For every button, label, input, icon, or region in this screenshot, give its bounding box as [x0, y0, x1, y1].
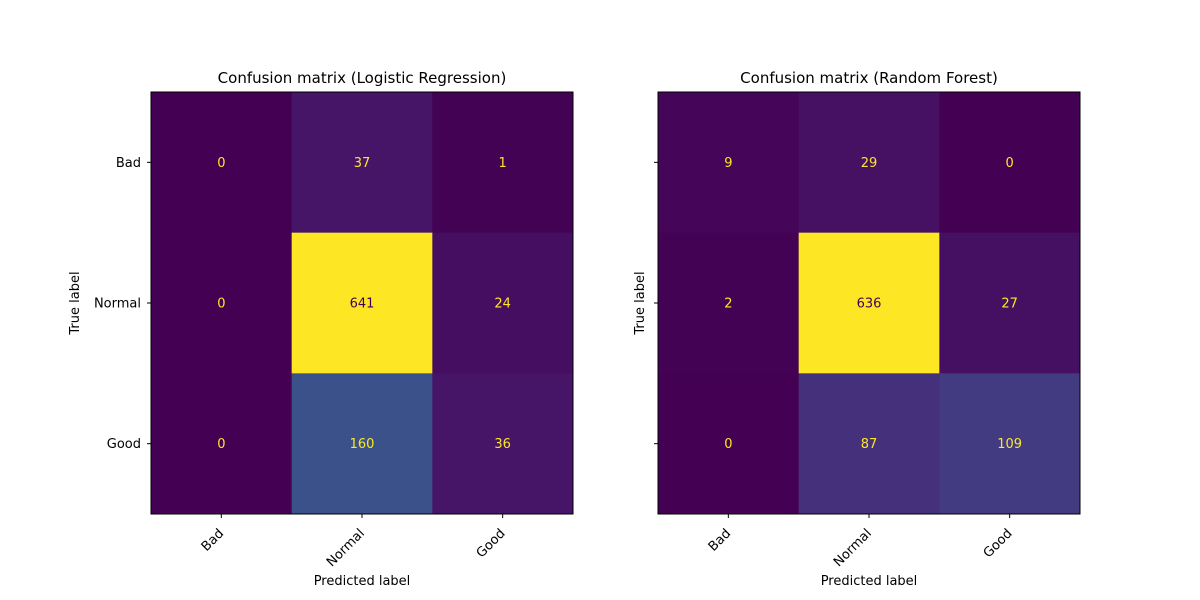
cell-value-label: 0: [724, 437, 732, 452]
x-tick-label: Good: [981, 526, 1016, 561]
x-axis-label: Predicted label: [821, 574, 918, 589]
matrix-cell: [798, 373, 940, 515]
y-tick-label: Good: [107, 437, 141, 452]
matrix-cell: [658, 92, 800, 234]
cell-value-label: 1: [499, 156, 507, 171]
x-tick-label: Good: [474, 526, 509, 561]
matrix-cell: [658, 373, 800, 515]
y-axis-label: True label: [68, 271, 83, 335]
panel-logistic-regression: Confusion matrix (Logistic Regression) 0 3…: [68, 69, 574, 589]
x-tick-label: Bad: [706, 526, 734, 554]
cell-value-label: 37: [354, 156, 371, 171]
cell-value-label: 87: [861, 437, 878, 452]
cell-value-label: 636: [857, 297, 882, 312]
matrix-cell: [291, 232, 433, 374]
matrix-cell: [939, 373, 1081, 515]
matrix-cell: [798, 92, 940, 234]
matrix-cell: [939, 92, 1081, 234]
cell-value-label: 0: [217, 156, 225, 171]
matrix-cell: [291, 92, 433, 234]
cell-value-label: 160: [350, 437, 375, 452]
cell-value-label: 27: [1001, 297, 1018, 312]
x-axis-label: Predicted label: [314, 574, 411, 589]
cell-value-label: 29: [861, 156, 878, 171]
panel-random-forest: Confusion matrix (Random Forest) 9 29 0 2 636…: [633, 69, 1081, 589]
matrix-cell: [939, 232, 1081, 374]
matrix-cell: [432, 92, 574, 234]
y-tick-label: Bad: [116, 156, 141, 171]
matrix-cell: [151, 373, 293, 515]
matrix-cell: [798, 232, 940, 374]
cell-value-label: 36: [494, 437, 511, 452]
cell-value-label: 641: [350, 297, 375, 312]
y-tick-label: Normal: [94, 297, 141, 312]
chart-title: Confusion matrix (Random Forest): [740, 69, 998, 87]
cell-value-label: 109: [997, 437, 1022, 452]
x-tick-label: Normal: [831, 526, 875, 570]
matrix-cell: [658, 232, 800, 374]
matrix-cell: [151, 232, 293, 374]
cell-value-label: 2: [724, 297, 732, 312]
matrix-cell: [291, 373, 433, 515]
y-axis-label: True label: [633, 271, 648, 335]
cell-value-label: 24: [494, 297, 511, 312]
x-tick-label: Normal: [324, 526, 368, 570]
x-tick-label: Bad: [199, 526, 227, 554]
matrix-cell: [151, 92, 293, 234]
cell-value-label: 9: [724, 156, 732, 171]
cell-value-label: 0: [217, 437, 225, 452]
cell-value-label: 0: [217, 297, 225, 312]
matrix-cell: [432, 232, 574, 374]
chart-title: Confusion matrix (Logistic Regression): [218, 69, 507, 87]
cell-value-label: 0: [1006, 156, 1014, 171]
matrix-cell: [432, 373, 574, 515]
